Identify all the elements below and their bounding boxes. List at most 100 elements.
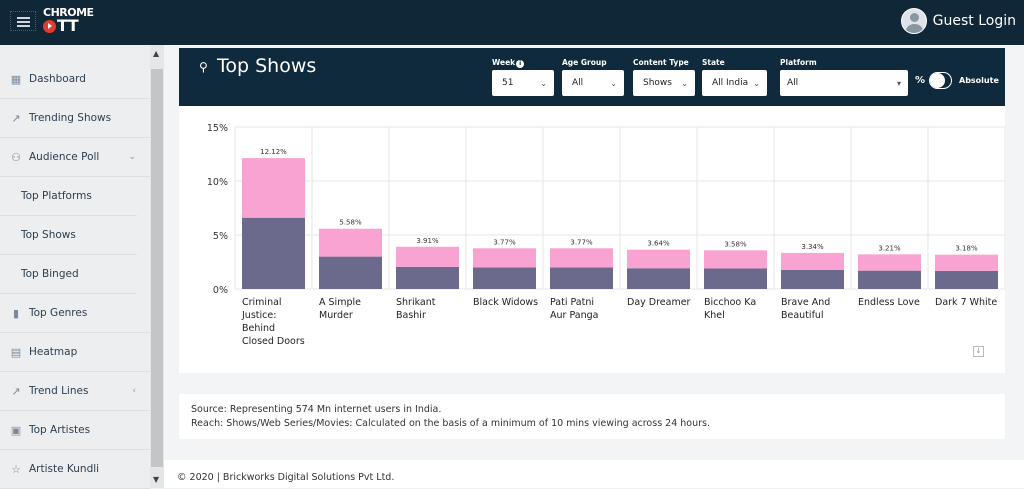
x-tick-label: Criminal Justice: Behind Closed Doors (241, 297, 305, 347)
sidebar-item-top-artistes[interactable]: ▣ Top Artistes (0, 411, 150, 450)
logo[interactable]: CHROME TT (43, 7, 94, 34)
chevron-down-icon: ⌄ (540, 78, 547, 88)
content-label: Content Type (633, 58, 689, 67)
sidebar-item-label: Top Artistes (29, 424, 91, 436)
week-filter: Week i 51 ⌄ (492, 58, 554, 96)
platform-filter: Platform All ▾ (780, 58, 908, 96)
bar-segment (627, 249, 690, 269)
sidebar-item-top-platforms[interactable]: Top Platforms (0, 177, 137, 216)
platform-select[interactable]: All ▾ (780, 70, 908, 96)
bar-segment (319, 228, 382, 257)
sidebar-item-top-genres[interactable]: ▮ Top Genres (0, 294, 150, 333)
bar-segment (550, 267, 613, 289)
sidebar-item-label: Heatmap (29, 346, 78, 358)
data-label: 3.64% (647, 240, 670, 248)
bar-chart: 0% 5% 10% 15% 12.12% Criminal Justice: Behind Cl… (207, 123, 1006, 347)
x-tick-label: A Simple Murder (319, 297, 361, 321)
data-label: 3.34% (801, 243, 824, 251)
bar-segment (396, 266, 459, 289)
y-tick-label: 15% (207, 123, 228, 134)
absolute-toggle[interactable] (929, 72, 952, 89)
age-label: Age Group (562, 58, 607, 67)
y-tick-label: 0% (213, 285, 228, 296)
sidebar-scrollbar[interactable]: ▲ ▼ (150, 45, 164, 488)
x-tick-label: Brave And Beautiful (781, 297, 830, 321)
state-value: All India (712, 78, 749, 88)
map-icon: ▤ (10, 345, 22, 359)
source-note: Source: Representing 574 Mn internet use… (179, 394, 1005, 439)
data-label: 3.77% (493, 238, 516, 246)
bar-segment (627, 268, 690, 289)
data-label: 3.58% (724, 240, 747, 248)
data-label: 3.18% (955, 245, 978, 253)
info-icon[interactable]: i (516, 60, 525, 68)
sidebar-item-label: Top Genres (29, 307, 88, 319)
sidebar-item-audience-poll[interactable]: ⚇ Audience Poll ⌄ (0, 138, 150, 177)
star-icon: ☆ (11, 462, 21, 476)
top-bar: CHROME TT Guest Login (0, 0, 1024, 45)
y-tick-label: 10% (207, 177, 228, 188)
chevron-left-icon[interactable]: ‹ (132, 386, 136, 396)
sidebar-item-dashboard[interactable]: ▦ Dashboard (0, 60, 150, 99)
x-tick-label: Black Widows (473, 297, 538, 308)
bar-segment (473, 267, 536, 289)
caret-down-icon: ▾ (896, 78, 901, 88)
menu-icon[interactable] (10, 11, 36, 31)
age-select[interactable]: All ⌄ (562, 70, 624, 96)
bar-segment (242, 217, 305, 289)
scroll-down-icon[interactable]: ▼ (153, 475, 160, 484)
y-tick-label: 5% (213, 231, 228, 242)
audience-icon: ⚲ (199, 60, 208, 74)
state-label: State (702, 58, 725, 67)
sidebar-item-trending-shows[interactable]: ↗ Trending Shows (0, 99, 150, 138)
chevron-down-icon[interactable]: ⌄ (128, 152, 136, 162)
week-label: Week (492, 58, 516, 67)
content-value: Shows (643, 78, 672, 88)
source-text: Source: Representing 574 Mn internet use… (191, 404, 442, 415)
bar-segment (781, 252, 844, 270)
data-label: 3.77% (570, 238, 593, 246)
platform-label: Platform (780, 58, 817, 67)
user-check-icon: ⚇ (11, 150, 21, 164)
bar-segment (704, 268, 767, 289)
bar-chart-icon: ▮ (12, 306, 20, 320)
x-tick-label: Dark 7 White (935, 297, 997, 308)
scroll-up-icon[interactable]: ▲ (153, 49, 160, 58)
sidebar-item-trend-lines[interactable]: ↗ Trend Lines ‹ (0, 372, 150, 411)
data-label: 3.21% (878, 244, 901, 252)
content-select[interactable]: Shows ⌄ (633, 70, 695, 96)
guest-login-button[interactable]: Guest Login (900, 8, 1016, 34)
week-value: 51 (502, 78, 514, 88)
footer: © 2020 | Brickworks Digital Solutions Pv… (164, 460, 1024, 488)
reach-text: Reach: Shows/Web Series/Movies: Calculat… (191, 418, 710, 429)
sidebar-item-artiste-kundli[interactable]: ☆ Artiste Kundli (0, 450, 150, 489)
sidebar-item-label: Top Shows (21, 229, 76, 241)
sidebar-item-heatmap[interactable]: ▤ Heatmap (0, 333, 150, 372)
chevron-down-icon: ⌄ (610, 78, 617, 88)
export-icon[interactable]: ↓ (973, 346, 984, 357)
data-label: 3.91% (416, 237, 439, 245)
week-select[interactable]: 51 ⌄ (492, 70, 554, 96)
age-value: All (572, 78, 584, 88)
bar-segment (781, 269, 844, 289)
percent-label: % (915, 75, 926, 86)
x-tick-label: Endless Love (858, 297, 920, 308)
sidebar-item-label: Trending Shows (29, 112, 112, 124)
logo-text-ott: TT (57, 16, 79, 35)
trend-icon: ↗ (11, 111, 21, 125)
x-tick-label: Bicchoo Ka Khel (704, 297, 756, 321)
chevron-down-icon: ⌄ (681, 78, 688, 88)
sidebar-item-top-shows[interactable]: Top Shows (0, 216, 137, 255)
state-select[interactable]: All India ⌄ (702, 70, 767, 96)
sidebar-item-top-binged[interactable]: Top Binged (0, 255, 137, 294)
data-label: 5.58% (339, 219, 362, 227)
grid-icon: ▦ (10, 72, 22, 86)
page-title: Top Shows (217, 55, 317, 77)
sidebar-item-label: Audience Poll (29, 151, 100, 163)
sidebar-item-label: Trend Lines (29, 385, 89, 397)
play-icon (43, 19, 56, 33)
sidebar-item-label: Artiste Kundli (29, 463, 100, 475)
chart-header: ⚲ Top Shows Week i 51 ⌄ Age Group All ⌄ Con… (179, 48, 1005, 106)
bar-segment (319, 256, 382, 289)
scrollbar-thumb[interactable] (151, 69, 163, 467)
